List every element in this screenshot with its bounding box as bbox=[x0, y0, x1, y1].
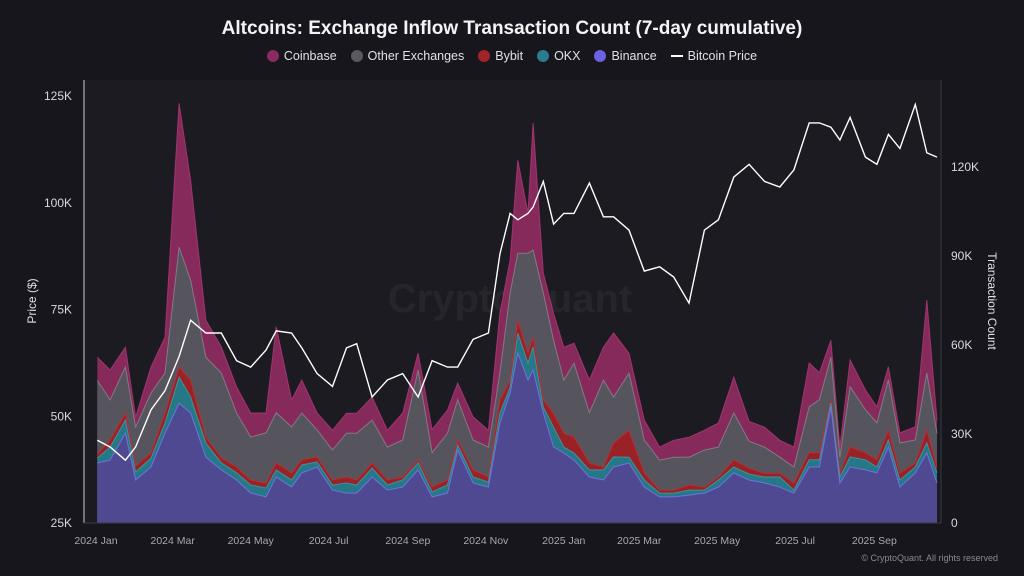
x-tick-label: 2025 Jul bbox=[775, 535, 815, 547]
left-tick-label: 125K bbox=[44, 89, 72, 103]
legend-line-swatch bbox=[670, 55, 683, 57]
x-tick-label: 2024 Sep bbox=[385, 535, 430, 547]
area-edge-okx bbox=[96, 333, 938, 494]
legend-label: Bybit bbox=[495, 49, 524, 63]
left-tick-label: 75K bbox=[51, 303, 72, 317]
legend-label: Binance bbox=[611, 49, 657, 63]
legend-swatch bbox=[537, 50, 550, 62]
right-tick-label: 30K bbox=[951, 427, 972, 441]
legend-swatch bbox=[594, 50, 607, 62]
x-tick-label: 2025 Sep bbox=[852, 535, 897, 547]
x-tick-label: 2024 Nov bbox=[463, 535, 509, 547]
legend: Coinbase Other Exchanges Bybit OKX Binan… bbox=[0, 49, 1024, 63]
legend-item-binance[interactable]: Binance bbox=[594, 49, 657, 63]
right-tick-label: 60K bbox=[951, 338, 972, 352]
chart-title: Altcoins: Exchange Inflow Transaction Co… bbox=[221, 18, 803, 39]
area-edge-other-exchanges bbox=[96, 247, 938, 468]
x-tick-label: 2025 Mar bbox=[617, 535, 662, 547]
x-tick-label: 2024 Mar bbox=[151, 535, 196, 547]
area-binance bbox=[97, 353, 937, 523]
left-tick-label: 50K bbox=[51, 409, 72, 423]
legend-item-bybit[interactable]: Bybit bbox=[478, 49, 523, 63]
legend-item-bitcoin-price[interactable]: Bitcoin Price bbox=[670, 49, 758, 63]
legend-label: Bitcoin Price bbox=[687, 49, 758, 63]
legend-item-other-exchanges[interactable]: Other Exchanges bbox=[350, 49, 465, 63]
x-tick-label: 2024 Jan bbox=[74, 535, 117, 547]
x-tick-label: 2025 Jan bbox=[542, 535, 585, 547]
right-tick-label: 0 bbox=[951, 516, 958, 530]
legend-label: Coinbase bbox=[283, 49, 337, 63]
left-axis-label: Price ($) bbox=[25, 278, 39, 323]
area-edge-binance bbox=[97, 351, 938, 498]
x-tick-label: 2024 Jul bbox=[309, 535, 349, 547]
left-tick-label: 100K bbox=[44, 196, 72, 210]
left-tick-label: 25K bbox=[51, 516, 72, 530]
legend-label: Other Exchanges bbox=[367, 49, 465, 63]
right-tick-label: 90K bbox=[951, 249, 972, 263]
right-axis-label: Transaction Count bbox=[985, 252, 999, 350]
x-tick-label: 2025 May bbox=[694, 535, 741, 547]
x-tick-label: 2024 May bbox=[228, 535, 275, 547]
bitcoin-price-line bbox=[96, 102, 938, 462]
copyright: © CryptoQuant. All rights reserved bbox=[861, 553, 998, 563]
legend-item-okx[interactable]: OKX bbox=[537, 49, 580, 63]
legend-item-coinbase[interactable]: Coinbase bbox=[266, 49, 337, 63]
legend-swatch bbox=[266, 50, 279, 62]
right-tick-label: 120K bbox=[951, 160, 979, 174]
legend-label: OKX bbox=[554, 49, 581, 63]
legend-swatch bbox=[350, 50, 363, 62]
area-edge-bybit bbox=[96, 320, 938, 491]
legend-swatch bbox=[478, 50, 491, 62]
